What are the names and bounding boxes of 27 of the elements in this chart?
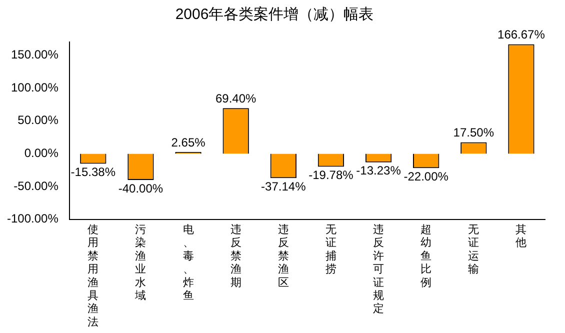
y-tick-label: 0.00% bbox=[24, 146, 59, 160]
x-tick-label: 违反禁渔区 bbox=[278, 223, 289, 289]
y-tick-label: 100.00% bbox=[10, 80, 59, 94]
x-tick-label: 违反禁渔期 bbox=[230, 223, 242, 289]
x-tick-label: 无证捕捞 bbox=[325, 224, 336, 276]
x-tick-label: 无证运输 bbox=[468, 224, 480, 276]
data-label: -15.38% bbox=[70, 165, 116, 180]
data-label: 166.67% bbox=[498, 28, 546, 42]
x-tick-label: 污染渔业水域 bbox=[134, 224, 146, 302]
data-label: 69.40% bbox=[215, 91, 257, 106]
data-label: -40.00% bbox=[118, 181, 164, 196]
y-tick-label: -100.00% bbox=[6, 212, 59, 226]
chart-title: 2006年各类案件增（减）幅表 bbox=[175, 6, 374, 24]
y-tick-label: -50.00% bbox=[14, 178, 59, 193]
data-label: 2.65% bbox=[171, 135, 206, 150]
y-tick-label: 150.00% bbox=[10, 47, 59, 62]
data-label: 17.50% bbox=[453, 126, 494, 140]
x-tick-label: 违反许可证规定 bbox=[373, 223, 384, 316]
y-tick-label: 50.00% bbox=[18, 113, 59, 128]
x-tick-label: 电、毒、炸鱼 bbox=[182, 223, 194, 302]
data-label: -37.14% bbox=[261, 179, 306, 194]
data-label: -19.78% bbox=[308, 168, 354, 182]
data-label: -22.00% bbox=[404, 169, 449, 184]
x-tick-label: 其他 bbox=[516, 223, 527, 250]
data-label: -13.23% bbox=[356, 164, 402, 178]
x-tick-label: 使用禁用渔具渔法 bbox=[88, 224, 99, 328]
x-tick-label: 超幼鱼比例 bbox=[420, 224, 432, 289]
